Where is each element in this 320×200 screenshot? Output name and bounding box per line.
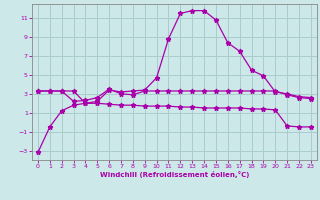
X-axis label: Windchill (Refroidissement éolien,°C): Windchill (Refroidissement éolien,°C): [100, 171, 249, 178]
